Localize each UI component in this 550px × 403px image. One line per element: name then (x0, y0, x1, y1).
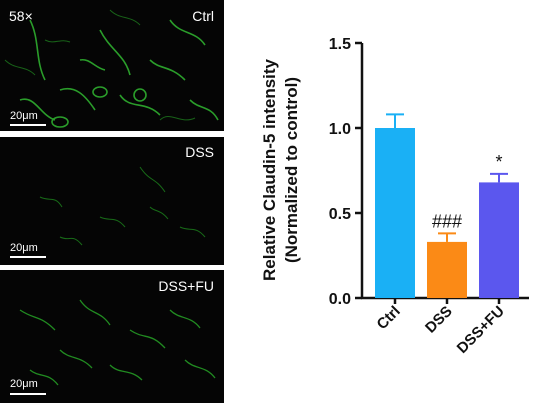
panel-label-dss: DSS (185, 144, 214, 160)
x-tick-label: Ctrl (374, 303, 404, 333)
micrograph-dss-fu: DSS+FU 20μm (0, 270, 224, 403)
y-tick-label: 1.0 (329, 121, 351, 138)
y-tick-label: 0.0 (329, 291, 351, 308)
bar-chart: Relative Claudin-5 intensity (Normalized… (260, 36, 529, 357)
micrograph-dss: DSS 20μm (0, 137, 224, 265)
bar-ctrl (375, 128, 415, 298)
bar-dss (427, 241, 467, 298)
scale-bar (10, 393, 46, 395)
panel-label-dss-fu: DSS+FU (158, 278, 214, 294)
scale-bar (10, 124, 46, 126)
fluorescence-texture-dss (39, 166, 206, 246)
x-tick-label: DSS (422, 303, 456, 337)
significance-label: ### (432, 211, 462, 231)
bar-dss-fu (479, 182, 519, 298)
fluorescence-texture-ctrl (4, 9, 219, 128)
y-axis-label: Relative Claudin-5 intensity (260, 58, 279, 281)
x-tick-label: DSS+FU (454, 303, 508, 357)
micrograph-ctrl: 58× Ctrl 20μm (0, 0, 224, 131)
scale-bar-label: 20μm (10, 242, 38, 254)
panel-label-ctrl: Ctrl (192, 8, 214, 24)
scale-bar-label: 20μm (10, 378, 38, 390)
y-axis-label-secondary: (Normalized to control) (282, 77, 301, 263)
scale-bar-label: 20μm (10, 110, 38, 122)
y-tick-label: 1.5 (329, 36, 351, 53)
scale-bar (10, 256, 46, 258)
fluorescence-texture-dss-fu (19, 299, 216, 386)
y-tick-label: 0.5 (329, 206, 351, 223)
panel-magnification: 58× (9, 8, 33, 24)
significance-label: * (495, 152, 502, 172)
